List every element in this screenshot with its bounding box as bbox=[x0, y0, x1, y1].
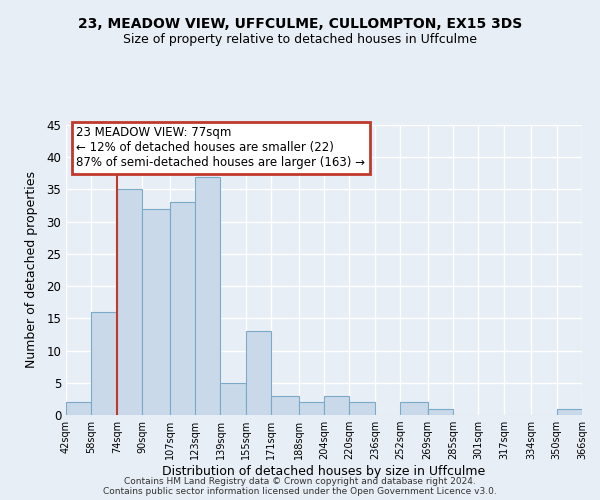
Bar bbox=[195, 176, 220, 415]
Bar bbox=[117, 190, 142, 415]
Text: 23 MEADOW VIEW: 77sqm
← 12% of detached houses are smaller (22)
87% of semi-deta: 23 MEADOW VIEW: 77sqm ← 12% of detached … bbox=[76, 126, 365, 170]
Text: Size of property relative to detached houses in Uffculme: Size of property relative to detached ho… bbox=[123, 32, 477, 46]
Bar bbox=[66, 402, 91, 415]
Bar bbox=[349, 402, 375, 415]
Bar bbox=[428, 408, 453, 415]
Bar bbox=[557, 408, 582, 415]
X-axis label: Distribution of detached houses by size in Uffculme: Distribution of detached houses by size … bbox=[163, 465, 485, 478]
Bar bbox=[91, 312, 117, 415]
Bar bbox=[170, 202, 195, 415]
Bar bbox=[271, 396, 299, 415]
Text: 23, MEADOW VIEW, UFFCULME, CULLOMPTON, EX15 3DS: 23, MEADOW VIEW, UFFCULME, CULLOMPTON, E… bbox=[78, 18, 522, 32]
Bar bbox=[299, 402, 324, 415]
Bar bbox=[400, 402, 428, 415]
Y-axis label: Number of detached properties: Number of detached properties bbox=[25, 172, 38, 368]
Text: Contains public sector information licensed under the Open Government Licence v3: Contains public sector information licen… bbox=[103, 487, 497, 496]
Bar bbox=[220, 383, 246, 415]
Bar bbox=[142, 209, 170, 415]
Text: Contains HM Land Registry data © Crown copyright and database right 2024.: Contains HM Land Registry data © Crown c… bbox=[124, 477, 476, 486]
Bar bbox=[324, 396, 349, 415]
Bar bbox=[246, 331, 271, 415]
